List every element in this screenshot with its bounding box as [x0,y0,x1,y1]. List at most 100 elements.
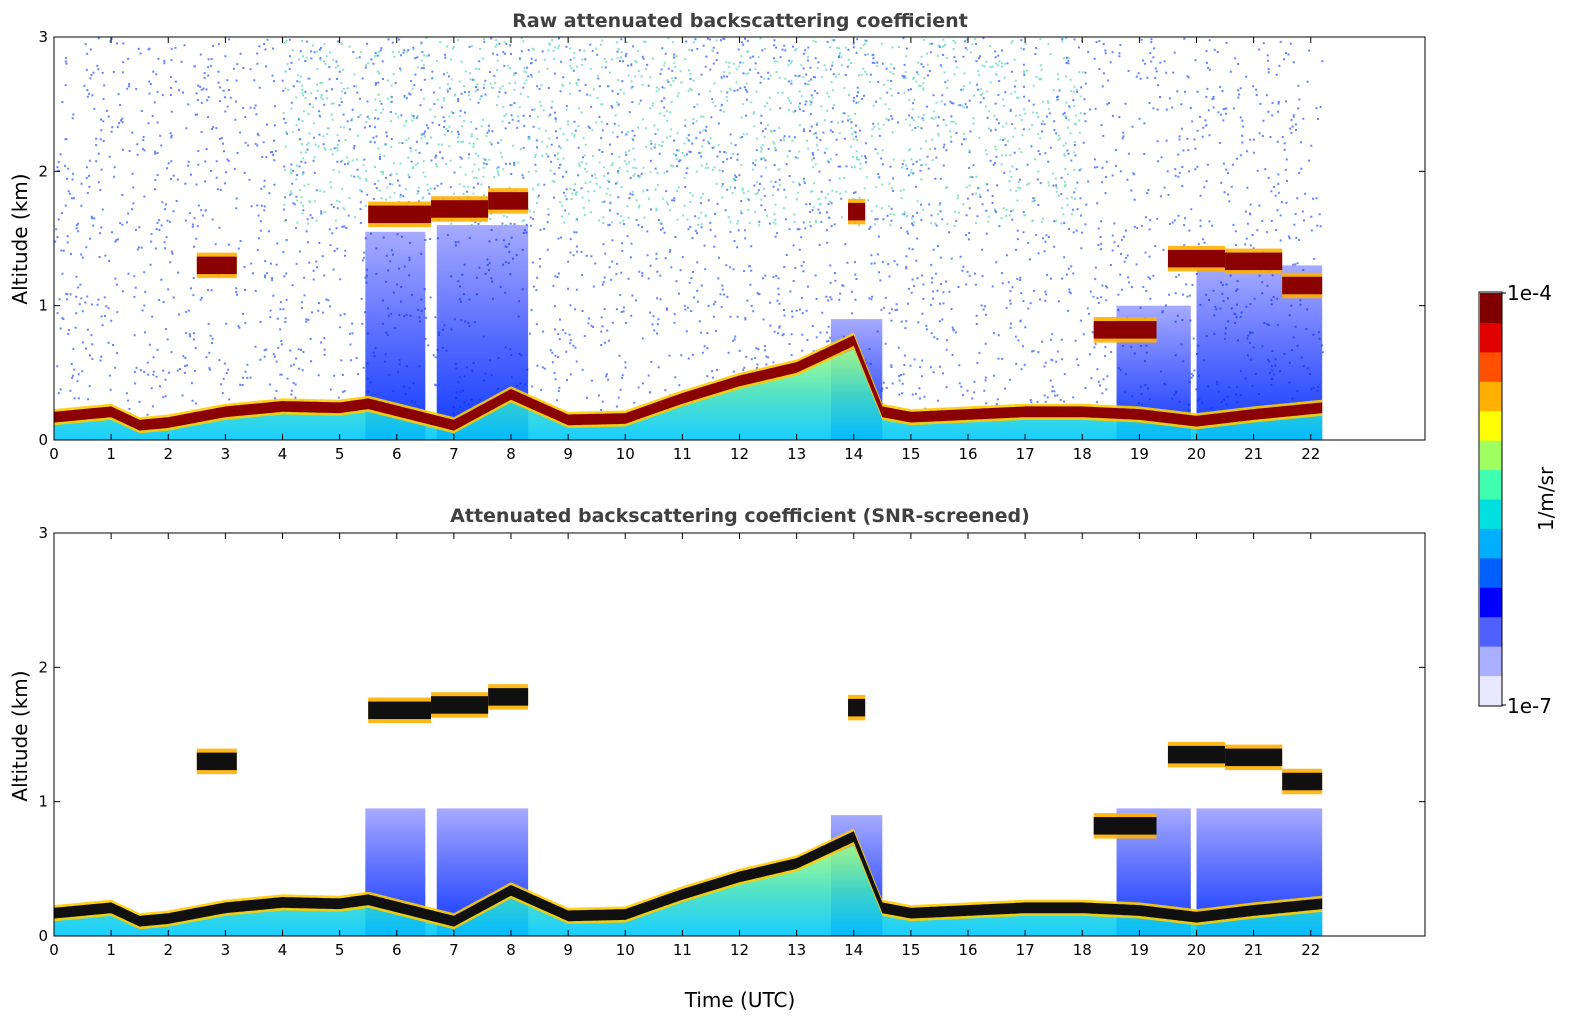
time-axis-label: Time (UTC) [684,988,796,1012]
colorbar-band [1480,587,1502,618]
x-tick-label: 21 [1244,941,1263,959]
cloud-layer [1225,252,1283,271]
cloud-layer [848,698,866,717]
cloud-layer [488,688,529,706]
x-tick-label: 0 [49,445,59,463]
cloud-layer [196,752,237,771]
raw-x-axis: 0 1 2 3 4 5 6 7 8 9 10 11 12 13 14 15 16 17 18 19 20 21 22 [49,37,1320,463]
cloud-layer [1282,772,1323,791]
x-tick-label: 7 [449,445,459,463]
x-tick-label: 14 [844,445,863,463]
x-tick-label: 18 [1073,445,1092,463]
colorbar-band [1480,410,1502,441]
boundary-layer-band [54,831,1323,927]
colorbar-band [1480,293,1502,323]
x-tick-label: 9 [563,445,573,463]
cloud-layer [368,205,432,224]
x-tick-label: 4 [278,941,288,959]
colorbar: 1e-4 1e-7 1/m/sr [1478,281,1558,718]
colorbar-min-label: 1e-7 [1507,694,1552,718]
x-tick-label: 19 [1130,941,1149,959]
boundary-layer-band [54,335,1323,431]
raw-backscatter-panel: Raw attenuated backscattering coefficien… [8,10,1426,463]
x-tick-label: 19 [1130,445,1149,463]
colorbar-band [1480,675,1502,706]
colorbar-unit-label: 1/m/sr [1534,466,1558,531]
x-tick-label: 3 [221,941,231,959]
x-tick-label: 10 [616,941,635,959]
x-tick-label: 20 [1187,941,1206,959]
colorbar-band [1480,616,1502,647]
raw-panel-title: Raw attenuated backscattering coefficien… [512,10,968,32]
colorbar-scale [1480,293,1502,706]
screened-backscatter-panel: Attenuated backscattering coefficient (S… [8,505,1426,1012]
x-tick-label: 13 [787,941,806,959]
y-tick-label: 1 [38,297,48,315]
colorbar-max-label: 1e-4 [1507,281,1552,305]
y-tick-label: 3 [38,524,48,542]
x-tick-label: 22 [1301,941,1320,959]
cloud-layer [1282,276,1323,295]
x-tick-label: 12 [730,941,749,959]
x-tick-label: 16 [958,445,977,463]
colorbar-band [1480,440,1502,471]
colorbar-band [1480,499,1502,529]
y-tick-label: 0 [38,431,48,449]
x-tick-label: 1 [106,941,116,959]
colorbar-band [1480,381,1502,412]
cloud-layer [431,696,489,714]
x-tick-label: 2 [163,445,173,463]
x-tick-label: 11 [673,445,692,463]
x-tick-label: 4 [278,445,288,463]
screened-heatmap [54,684,1323,936]
x-tick-label: 2 [163,941,173,959]
cloud-layer [1225,748,1283,767]
cloud-layer [196,256,237,275]
y-tick-label: 0 [38,927,48,945]
x-tick-label: 10 [616,445,635,463]
x-tick-label: 20 [1187,445,1206,463]
cloud-layer [431,200,489,218]
colorbar-band [1480,322,1502,353]
cloud-layer [488,192,529,210]
colorbar-frame [1478,291,1503,707]
x-tick-label: 17 [1016,941,1035,959]
x-tick-label: 13 [787,445,806,463]
x-tick-label: 8 [506,941,516,959]
cloud-layer [1093,321,1157,339]
x-tick-label: 22 [1301,445,1320,463]
x-tick-label: 3 [221,445,231,463]
x-tick-label: 0 [49,941,59,959]
colorbar-band [1480,646,1502,677]
raw-y-axis: 0 1 2 3 [38,28,1425,449]
screened-y-axis-label: Altitude (km) [8,670,32,801]
cloud-layer [1093,817,1157,835]
colorbar-band [1480,557,1502,588]
cloud-layer [368,701,432,720]
x-tick-label: 11 [673,941,692,959]
cloud-layer [1167,249,1226,268]
cloud-layer [1167,745,1226,764]
x-tick-label: 8 [506,445,516,463]
cloud-layer [848,202,866,221]
x-tick-label: 18 [1073,941,1092,959]
x-tick-label: 16 [958,941,977,959]
y-tick-label: 1 [38,793,48,811]
x-tick-label: 15 [901,445,920,463]
raw-y-axis-label: Altitude (km) [8,173,32,304]
raw-heatmap [54,37,1324,440]
colorbar-band [1480,528,1502,559]
screened-x-axis: 0 1 2 3 4 5 6 7 8 9 10 11 12 13 14 15 16 17 18 19 20 21 22 [49,533,1320,959]
x-tick-label: 6 [392,445,402,463]
x-tick-label: 12 [730,445,749,463]
y-tick-label: 2 [38,658,48,676]
y-tick-label: 2 [38,162,48,180]
x-tick-label: 1 [106,445,116,463]
colorbar-band [1480,469,1502,500]
x-tick-label: 21 [1244,445,1263,463]
x-tick-label: 17 [1016,445,1035,463]
x-tick-label: 9 [563,941,573,959]
x-tick-label: 6 [392,941,402,959]
colorbar-band [1480,351,1502,382]
